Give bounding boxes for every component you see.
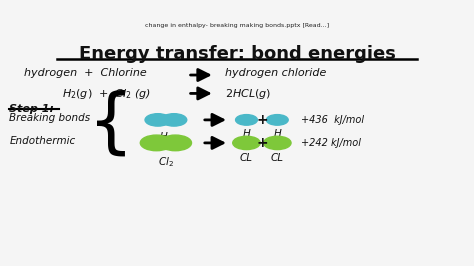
Circle shape [140,135,173,151]
Text: +242 kJ/mol: +242 kJ/mol [301,138,361,148]
Text: {: { [88,90,135,159]
Text: H: H [243,129,250,139]
Circle shape [236,115,257,125]
Text: +: + [256,113,268,127]
Circle shape [266,115,288,125]
Text: $2HCL(g)$: $2HCL(g)$ [225,86,272,101]
Text: Breaking bonds: Breaking bonds [9,113,91,123]
Text: CL: CL [271,153,284,163]
Circle shape [161,114,187,126]
Text: hydrogen  +  Chlorine: hydrogen + Chlorine [24,68,146,78]
Text: change in enthalpy- breaking making bonds.pptx [Read...]: change in enthalpy- breaking making bond… [145,23,329,28]
Circle shape [159,135,191,151]
Text: $H_2$: $H_2$ [159,130,173,144]
Text: hydrogen chloride: hydrogen chloride [225,68,327,78]
Text: $Cl_2$: $Cl_2$ [158,156,174,169]
Circle shape [233,136,260,149]
Text: Energy transfer: bond energies: Energy transfer: bond energies [79,45,395,63]
Text: CL: CL [240,153,253,163]
Text: +: + [256,136,268,150]
Text: +436  kJ/mol: +436 kJ/mol [301,115,364,125]
Text: Endothermic: Endothermic [9,136,76,146]
Text: $H_2(g)$  +  $Cl_2$ (g): $H_2(g)$ + $Cl_2$ (g) [62,86,151,101]
Circle shape [145,114,171,126]
Text: H: H [273,129,281,139]
Circle shape [264,136,291,149]
Text: Step 1:: Step 1: [9,104,55,114]
